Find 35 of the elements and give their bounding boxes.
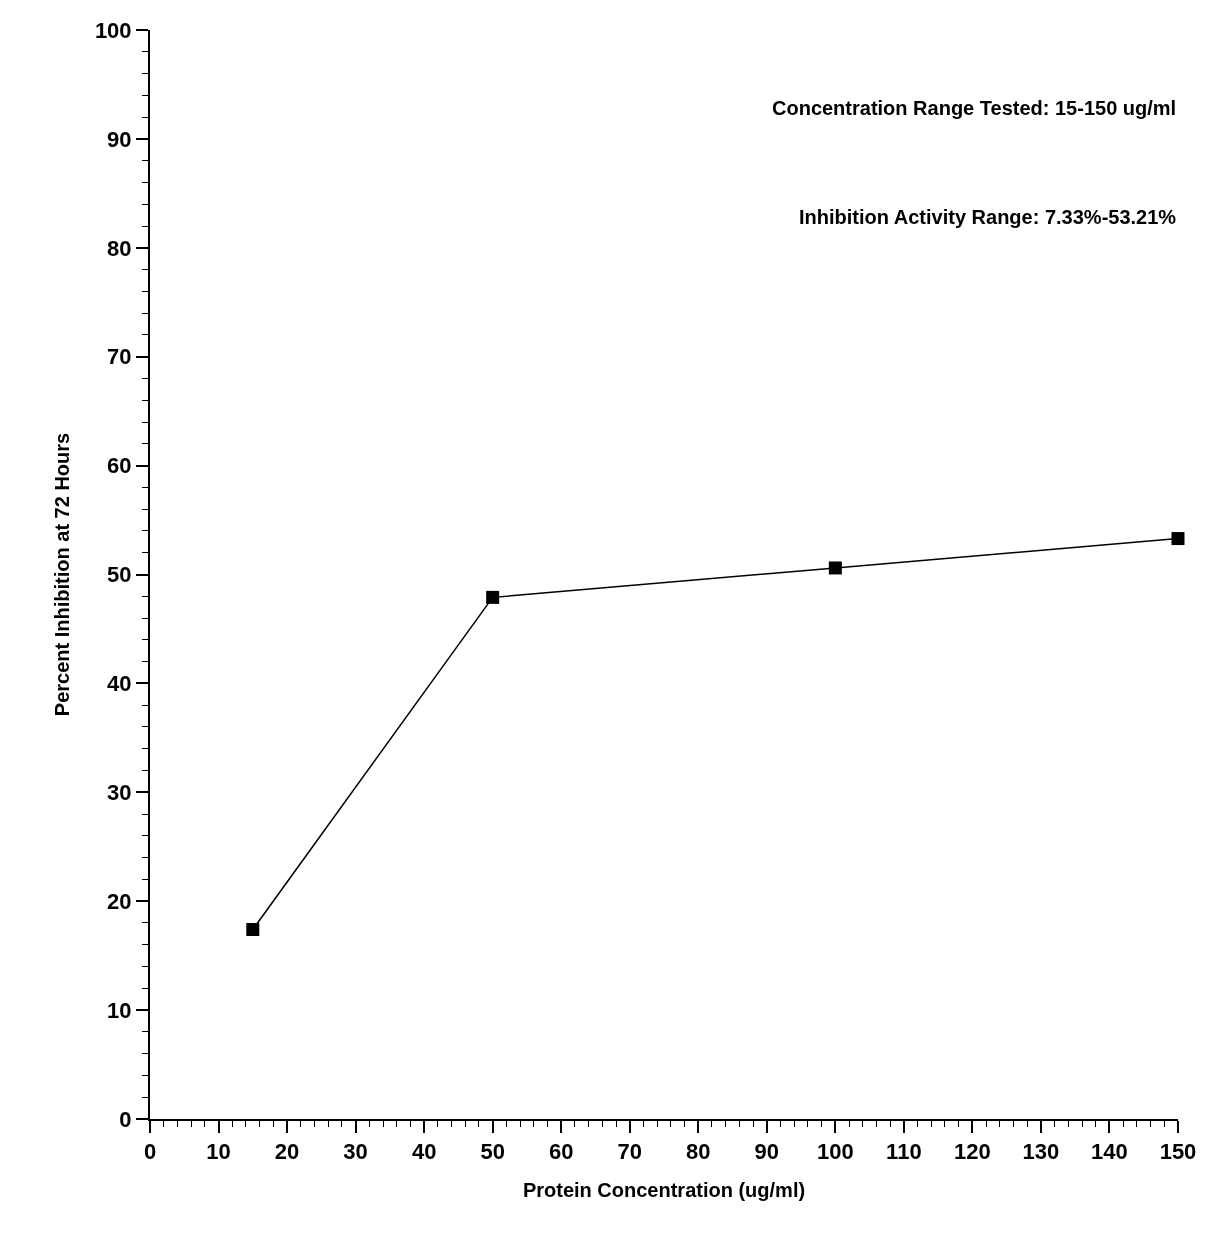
y-tick-label: 50 <box>107 562 132 588</box>
y-axis-title: Percent Inhibition at 72 Hours <box>50 432 73 717</box>
x-tick-label: 10 <box>206 1139 231 1165</box>
y-tick-label: 70 <box>107 344 132 370</box>
x-axis-title: Protein Concentration (ug/ml) <box>522 1179 806 1202</box>
y-tick-label: 100 <box>94 17 132 43</box>
x-tick-label: 60 <box>548 1139 574 1165</box>
x-tick-label: 150 <box>1159 1139 1197 1165</box>
y-tick-label: 30 <box>107 780 132 805</box>
x-tick-label: 40 <box>411 1139 437 1165</box>
y-tick-label: 10 <box>107 997 132 1023</box>
x-tick-label: 120 <box>954 1139 991 1165</box>
annotation: Inhibition Activity Range: 7.33%-53.21% <box>799 206 1177 228</box>
point <box>828 561 842 575</box>
y-tick-label: 60 <box>107 453 132 479</box>
point <box>486 590 500 604</box>
x-tick-label: 130 <box>1022 1139 1060 1165</box>
y-tick-label: 40 <box>107 671 132 697</box>
x-tick-label: 0 <box>143 1139 157 1165</box>
x-tick-label: 30 <box>343 1139 368 1165</box>
annotation: Concentration Range Tested: 15-150 ug/ml <box>772 97 1177 119</box>
x-tick-label: 50 <box>480 1139 505 1165</box>
x-tick-label: 110 <box>886 1139 922 1165</box>
y-tick-label: 20 <box>107 888 132 914</box>
y-tick-label: 0 <box>119 1106 132 1132</box>
point <box>246 923 260 937</box>
x-tick-label: 70 <box>617 1139 642 1165</box>
y-tick-label: 80 <box>107 235 132 261</box>
point <box>1171 532 1185 546</box>
x-tick-label: 140 <box>1091 1139 1128 1165</box>
x-tick-label: 20 <box>274 1139 300 1165</box>
x-tick-label: 90 <box>754 1139 780 1165</box>
x-tick-label: 80 <box>686 1139 711 1165</box>
y-tick-label: 90 <box>107 126 132 152</box>
x-tick-label: 100 <box>816 1139 854 1165</box>
